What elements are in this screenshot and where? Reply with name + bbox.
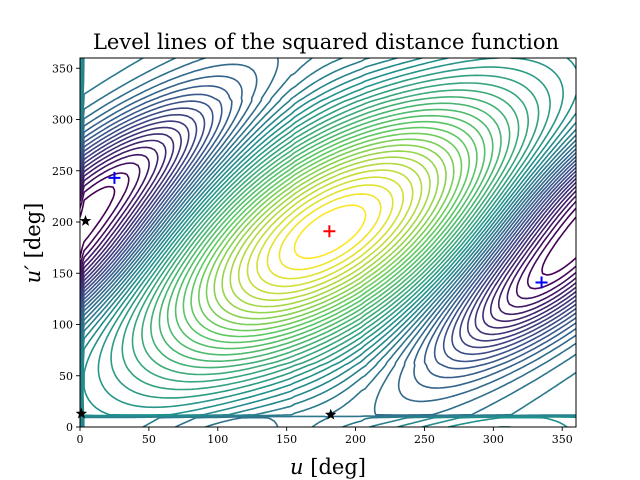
x-tick-label: 350: [552, 433, 573, 446]
contour-lines: [80, 58, 576, 427]
contour-level-line: [80, 126, 576, 336]
minimum-plus-marker: [108, 171, 121, 184]
contour-level-line: [182, 120, 478, 344]
minimum-plus-marker: [535, 276, 548, 289]
contour-level-line: [80, 58, 576, 427]
contour-level-line: [80, 153, 576, 308]
contour-level-line: [131, 82, 529, 383]
y-tick-label: 100: [52, 319, 73, 332]
contour-level-line: [80, 162, 576, 300]
contour-level-line: [158, 102, 502, 362]
x-tick-label: 150: [276, 433, 297, 446]
contour-level-line: [293, 204, 367, 260]
x-tick-label: 200: [345, 433, 366, 446]
y-tick-label: 50: [59, 370, 73, 383]
contour-level-line: [80, 113, 576, 349]
contour-level-line: [141, 89, 520, 376]
contour-level-line: [80, 58, 576, 427]
contour-level-line: [213, 144, 447, 320]
maximum-plus-marker: [323, 225, 336, 238]
contour-level-line: [80, 85, 576, 379]
x-axis-label: u [deg]: [290, 455, 366, 479]
contour-level-line: [237, 162, 423, 301]
contour-level-line: [80, 58, 576, 427]
contour-level-line: [80, 58, 576, 427]
y-tick-label: 150: [52, 267, 73, 280]
contour-level-line: [205, 138, 455, 326]
x-axis-label-unit: [deg]: [304, 455, 366, 479]
contour-level-line: [278, 193, 382, 271]
x-tick-label: 300: [483, 433, 504, 446]
y-tick-label: 350: [52, 62, 73, 75]
contour-level-line: [110, 66, 551, 399]
contour-level-line: [80, 75, 576, 389]
contour-level-line: [150, 96, 511, 369]
contour-level-line: [80, 133, 576, 329]
x-tick-label: 100: [207, 433, 228, 446]
contour-level-line: [229, 156, 431, 308]
contour-level-line: [80, 63, 576, 403]
chart-title: Level lines of the squared distance func…: [93, 30, 559, 54]
y-axis-label-var: u′: [21, 265, 45, 284]
y-tick-label: 200: [52, 216, 73, 229]
x-tick-label: 250: [414, 433, 435, 446]
y-axis-label-unit: [deg]: [21, 203, 45, 265]
saddle-star-marker: [75, 407, 88, 419]
contour-level-line: [80, 58, 576, 427]
contour-level-line: [198, 132, 463, 332]
contour-level-line: [80, 107, 576, 356]
y-axis-ticks: 0 50 100 150 200 250 300 350: [52, 62, 80, 434]
y-tick-label: 250: [52, 165, 73, 178]
contour-level-line: [256, 176, 404, 288]
y-axis-label: u′ [deg]: [21, 203, 45, 284]
y-tick-label: 0: [66, 421, 73, 434]
plot-frame: [79, 57, 577, 428]
contour-level-line: [246, 169, 414, 295]
critical-point-markers: [75, 171, 548, 420]
contour-level-line: [80, 146, 576, 316]
contour-level-line: [80, 120, 576, 342]
x-tick-label: 0: [77, 433, 84, 446]
contour-level-line: [121, 74, 540, 391]
x-axis-ticks: 0 50 100 150 200 250 300 350: [77, 427, 573, 446]
contour-level-line: [174, 114, 486, 350]
contour-level-line: [80, 139, 576, 323]
contour-level-line: [221, 150, 439, 314]
x-tick-label: 50: [142, 433, 156, 446]
contour-level-line: [166, 108, 494, 356]
contour-level-line: [266, 184, 394, 280]
x-axis-label-var: u: [290, 455, 304, 479]
saddle-star-marker: [79, 214, 92, 226]
contour-level-line: [190, 126, 470, 338]
saddle-star-marker: [325, 408, 337, 420]
y-tick-label: 300: [52, 114, 73, 127]
